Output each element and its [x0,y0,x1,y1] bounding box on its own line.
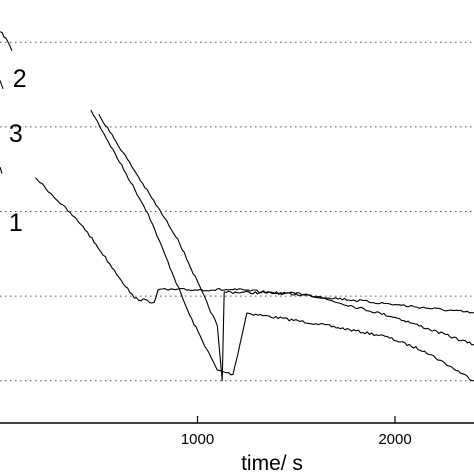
x-tick-label-0: 1000 [181,431,214,448]
curve-label-0: 2 [13,65,27,93]
curve-label-1: 3 [9,120,23,148]
label-layer: time/ s 2 3 1 [9,65,303,474]
series-line-5 [35,177,474,314]
series-line-2 [0,166,3,174]
series-line-0 [0,31,13,52]
curve-label-2: 1 [9,209,23,237]
series-layer [0,31,474,382]
x-tick-label-1: 2000 [378,431,411,448]
axis-layer: 1000 2000 [0,416,474,448]
x-axis-label: time/ s [241,452,303,474]
grid-layer [0,41,474,382]
series-line-1 [0,80,4,89]
series-line-3 [90,109,474,382]
